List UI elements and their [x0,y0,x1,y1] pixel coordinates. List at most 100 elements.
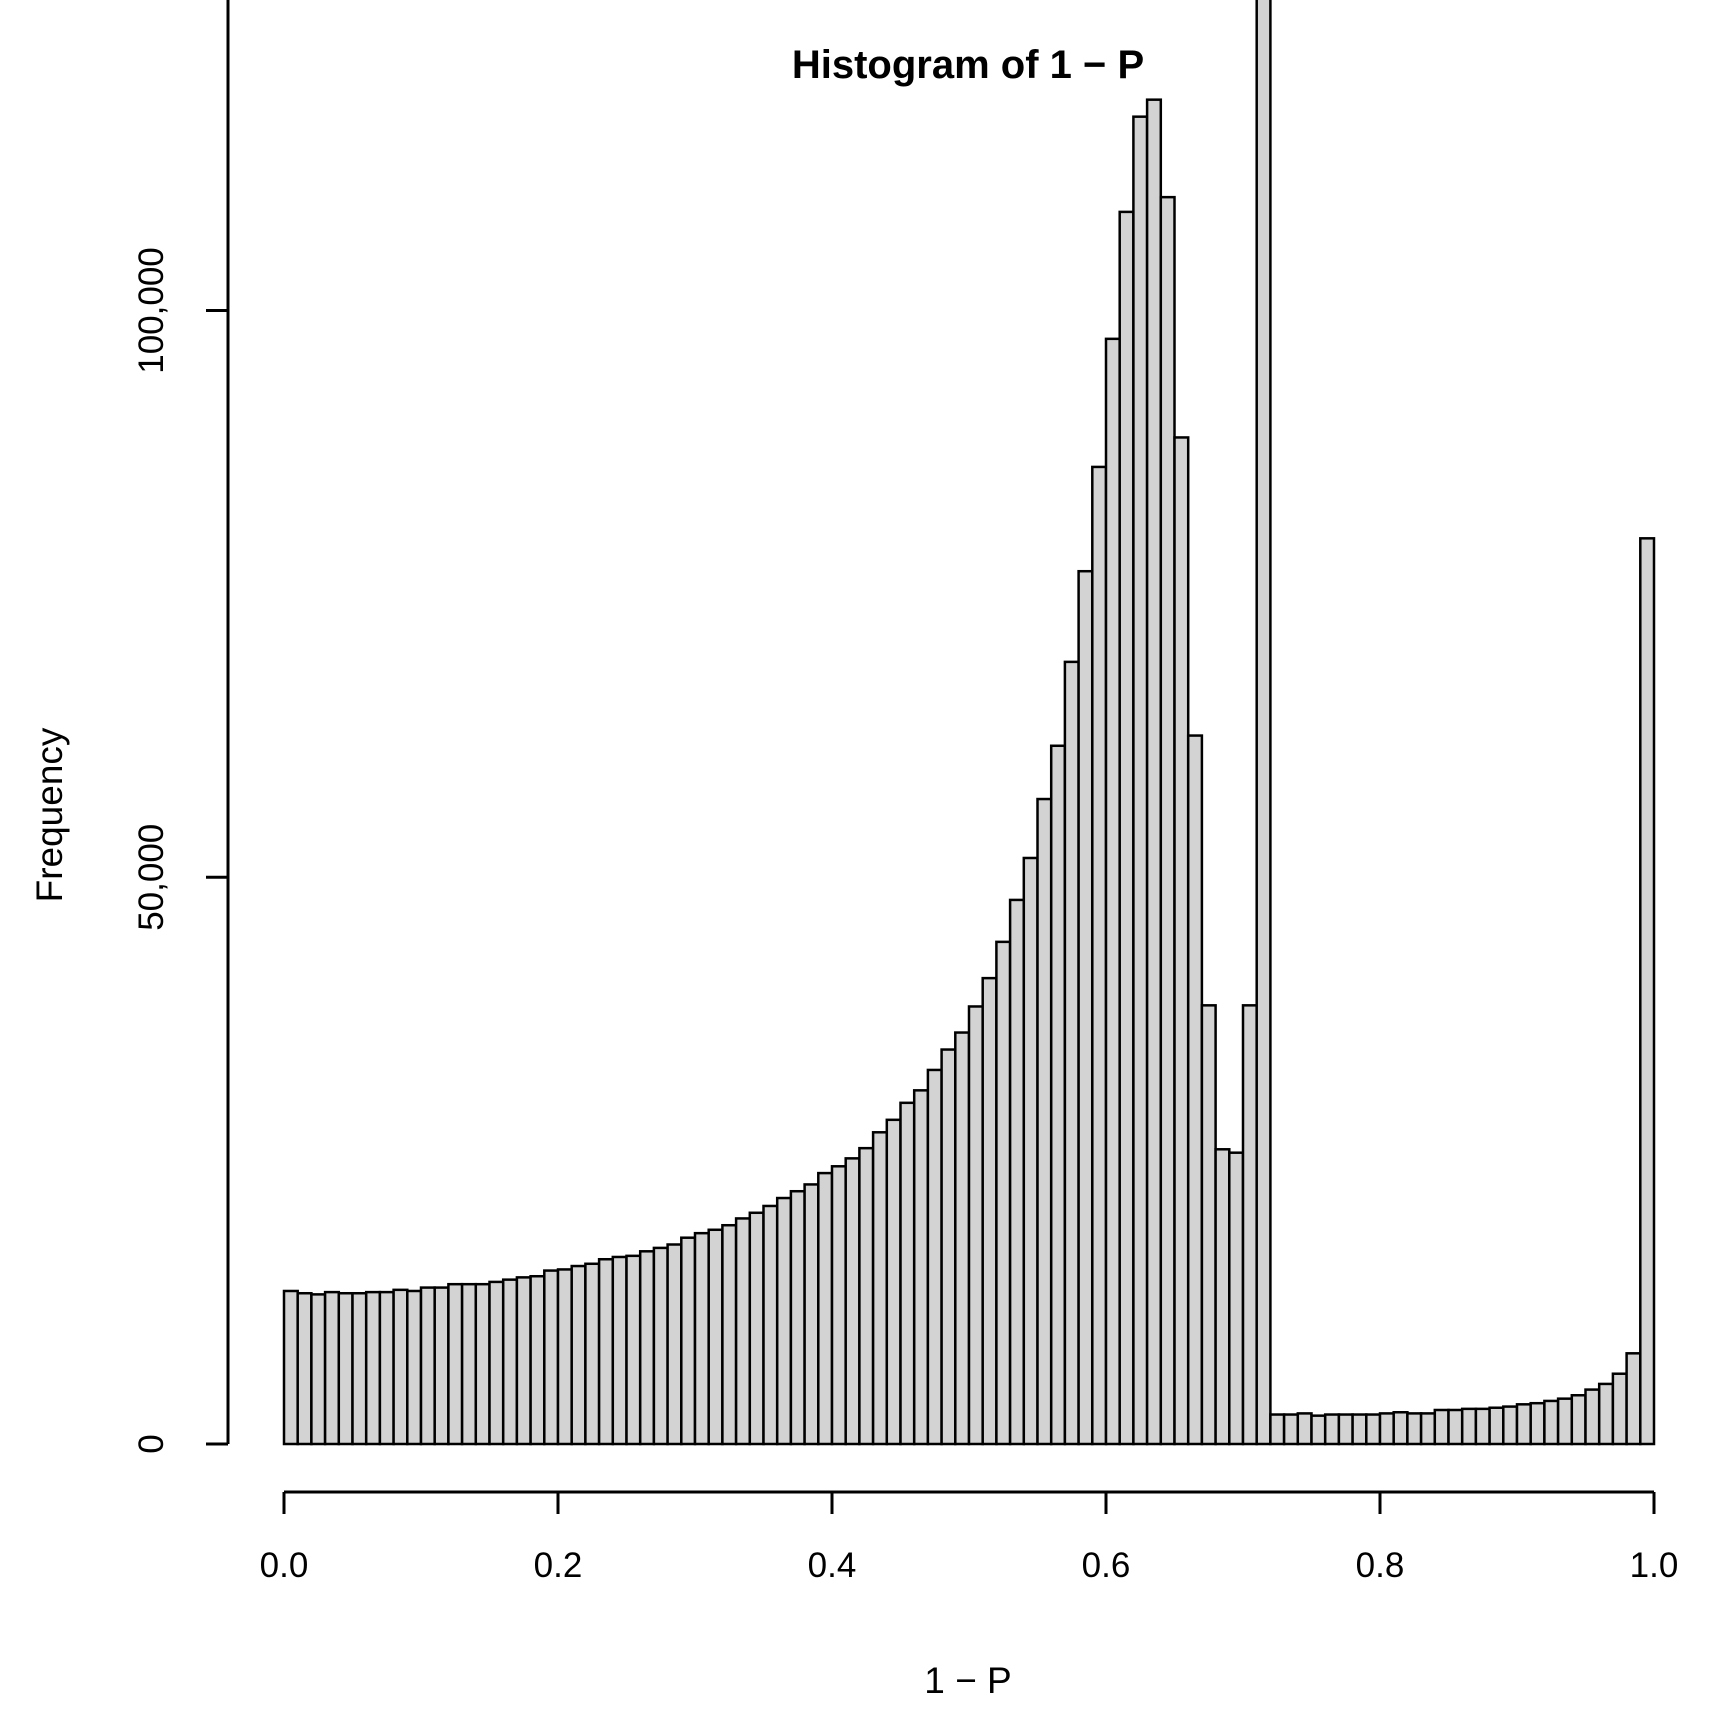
histogram-bar [693,1231,710,1446]
x-tick-label: 0.8 [1356,1546,1405,1585]
histogram-bar [1241,1004,1258,1446]
histogram-bar [981,976,998,1446]
histogram-bar [1159,195,1176,1446]
histogram-bar [1433,1408,1450,1446]
histogram-bar [707,1228,724,1446]
histogram-bar [1104,337,1121,1446]
histogram-bar [734,1217,752,1446]
histogram-bar [1556,1397,1574,1446]
histogram-bar [748,1211,765,1446]
histogram-bar [1543,1399,1560,1446]
histogram-bar [543,1269,560,1446]
histogram-bar [310,1293,327,1446]
histogram-bar [337,1291,354,1446]
histogram-bar [1063,660,1080,1446]
histogram-bar [858,1146,875,1446]
histogram-bar [666,1243,683,1446]
histogram-bar [392,1288,409,1446]
histogram-bar [1255,0,1272,1446]
bars-group [282,0,1656,1446]
histogram-bar [570,1264,587,1446]
histogram-bar [1502,1405,1519,1446]
histogram-bar [474,1282,491,1446]
histogram-bar [1145,98,1163,1446]
histogram-bar [1310,1414,1327,1446]
histogram-bar [1269,1413,1286,1446]
histogram-bar [1036,797,1053,1446]
histogram-bar [789,1189,806,1446]
histogram-bar [995,940,1012,1446]
histogram-bar [1529,1401,1546,1446]
histogram-bar [556,1268,573,1446]
histogram-bar [940,1048,957,1446]
y-tick-label: 50,000 [132,824,171,931]
histogram-bar [762,1204,779,1446]
histogram-bar [1515,1403,1532,1446]
histogram-bar [433,1286,450,1446]
histogram-bar [680,1236,697,1446]
histogram-bar [803,1183,820,1446]
histogram-bar [775,1196,793,1446]
histogram-bar [1186,734,1204,1446]
histogram-bar [1460,1407,1478,1446]
histogram-bar [954,1031,971,1446]
histogram-bar [1584,1388,1601,1446]
histogram-bar [282,1289,299,1446]
x-tick-label: 0.0 [260,1546,309,1585]
histogram-bar [1406,1412,1423,1446]
y-tick-label: 100,000 [132,247,171,374]
y-tick-label: 0 [132,1434,171,1453]
histogram-bar [1022,856,1039,1446]
histogram-bar [871,1131,889,1446]
histogram-bar [625,1254,642,1446]
histogram-bar [1337,1413,1354,1446]
histogram-bar [1378,1412,1395,1446]
histogram-bar [1132,115,1149,1446]
histogram-bar [1049,744,1067,1446]
histogram-bar [1296,1412,1313,1446]
histogram-bar [1173,436,1190,1446]
histogram-bar [1214,1148,1231,1446]
histogram-bar [501,1278,519,1446]
histogram-bar [364,1290,382,1446]
histogram-bar [515,1276,532,1446]
histogram-bar [830,1165,847,1446]
x-axis: 0.0 0.2 0.4 0.6 0.8 1.0 [260,1490,1679,1585]
histogram-bar [1570,1394,1587,1446]
histogram-bar [844,1157,861,1446]
histogram-bar [1228,1151,1245,1446]
histogram-bar [296,1291,313,1446]
histogram-bar [378,1290,395,1446]
histogram-bar [1639,537,1656,1446]
histogram-bar [1474,1407,1491,1446]
x-axis-title: 1 − P [924,1660,1011,1701]
histogram-bar [488,1280,505,1446]
histogram-bar [1323,1413,1341,1446]
histogram-bar [611,1255,628,1446]
histogram-bar [1597,1382,1615,1446]
histogram-bar [926,1068,943,1446]
histogram-bar [912,1089,930,1446]
histogram-bar [529,1274,546,1446]
chart-title: Histogram of 1 − P [792,43,1144,87]
histogram-bar [1008,898,1026,1446]
histogram-bar [1625,1352,1642,1446]
histogram-bar [419,1286,436,1446]
x-tick-label: 0.6 [1082,1546,1131,1585]
histogram-bar [638,1250,656,1446]
histogram-bar [460,1282,478,1446]
histogram-bar [967,1005,984,1446]
histogram-bar [1282,1413,1300,1446]
x-tick-label: 1.0 [1630,1546,1679,1585]
histogram-bar [597,1257,615,1446]
histogram-bar [1488,1406,1505,1446]
histogram-bar [1392,1411,1409,1446]
histogram-bar [721,1223,738,1446]
histogram-bar [1091,465,1108,1446]
histogram-bar [351,1291,368,1446]
histogram-bar [1351,1413,1368,1446]
histogram-bar [584,1262,601,1446]
histogram-bar [899,1101,916,1446]
